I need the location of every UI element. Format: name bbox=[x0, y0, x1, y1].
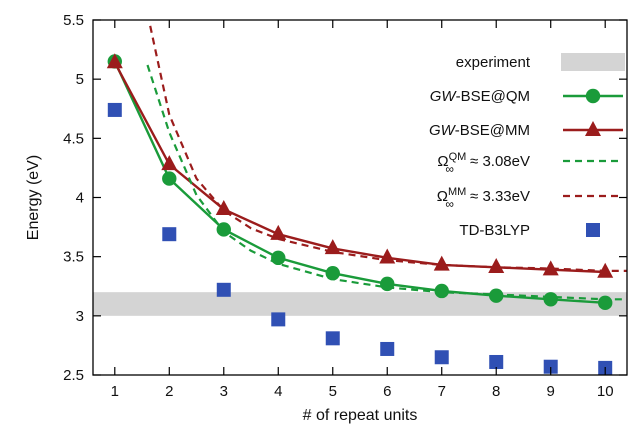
y-tick-label-5.5: 5.5 bbox=[63, 12, 84, 29]
series-td_b3lyp-point-1 bbox=[107, 102, 122, 117]
series-gw_mm-line bbox=[113, 62, 606, 274]
legend-fit_qm-label: ΩQM ∞ ≈ 3.08eV bbox=[437, 151, 530, 176]
series-gw_qm-point-9 bbox=[543, 292, 558, 307]
series-gw_qm-point-2 bbox=[162, 171, 177, 186]
series-gw_qm-point-5 bbox=[325, 266, 340, 281]
series-td_b3lyp-point-5 bbox=[325, 331, 340, 346]
series-gw_mm-point-3 bbox=[215, 200, 232, 216]
series-td_b3lyp-point-7 bbox=[434, 350, 449, 365]
y-tick-label-4: 4 bbox=[76, 190, 84, 207]
x-tick-label-10: 10 bbox=[597, 383, 614, 400]
series-fit_mm-line bbox=[149, 25, 627, 272]
plot-clipped bbox=[93, 25, 627, 375]
x-tick-label-9: 9 bbox=[547, 383, 555, 400]
x-axis-label: # of repeat units bbox=[303, 407, 418, 424]
series-td_b3lyp-point-8 bbox=[489, 354, 504, 369]
y-tick-label-3: 3 bbox=[76, 308, 84, 325]
series-gw_mm-point-9 bbox=[542, 260, 559, 276]
series-gw_mm-point-1 bbox=[106, 53, 123, 69]
series-gw_mm-point-6 bbox=[379, 248, 396, 264]
series-td_b3lyp-point-4 bbox=[271, 312, 286, 327]
x-tick-label-5: 5 bbox=[329, 383, 337, 400]
series-gw_qm-line bbox=[113, 60, 606, 304]
legend-experiment-swatch bbox=[561, 53, 625, 71]
series-gw_qm-point-10 bbox=[598, 295, 613, 311]
legend-experiment-label: experiment bbox=[456, 54, 531, 71]
series-gw_qm-point-3 bbox=[216, 222, 231, 237]
x-tick-label-7: 7 bbox=[438, 383, 446, 400]
series-gw_mm-point-4 bbox=[270, 224, 287, 240]
legend-gw_qm-marker bbox=[585, 88, 601, 104]
series-td_b3lyp-point-6 bbox=[380, 341, 395, 356]
legend: experiment GW-BSE@QM GW-BSE@MM ΩQM ∞ ≈ 3.08e… bbox=[429, 53, 625, 239]
y-axis-label: Energy (eV) bbox=[25, 155, 42, 240]
legend-gw_qm-label: GW-BSE@QM bbox=[430, 88, 530, 105]
x-tick-label-1: 1 bbox=[111, 383, 119, 400]
series-gw_qm-point-4 bbox=[271, 250, 286, 266]
series-fit_qm-line bbox=[146, 64, 627, 301]
series-td_b3lyp-point-2 bbox=[162, 227, 177, 242]
plot-frame bbox=[92, 19, 628, 376]
series-gw_mm-point-2 bbox=[161, 155, 178, 171]
x-tick-label-6: 6 bbox=[383, 383, 391, 400]
axes: 1 2 3 4 5 6 7 8 9 10 2.5 3 3.5 4 4.5 5 5.5 # of repeat un… bbox=[25, 12, 628, 424]
legend-td_b3lyp-label: TD-B3LYP bbox=[459, 222, 530, 239]
series-gw_mm-point-8 bbox=[488, 258, 505, 274]
x-tick-label-4: 4 bbox=[274, 383, 282, 400]
x-tick-label-2: 2 bbox=[165, 383, 173, 400]
x-tick-label-3: 3 bbox=[220, 383, 228, 400]
legend-gw_mm-label: GW-BSE@MM bbox=[429, 122, 530, 139]
series-gw_qm-point-8 bbox=[489, 288, 504, 303]
legend-gw_mm-marker bbox=[585, 121, 601, 136]
series-gw_mm-point-7 bbox=[433, 255, 450, 271]
y-tick-label-3.5: 3.5 bbox=[63, 249, 84, 266]
x-tick-label-8: 8 bbox=[492, 383, 500, 400]
y-tick-label-4.5: 4.5 bbox=[63, 130, 84, 147]
plot-area bbox=[93, 25, 627, 375]
y-tick-label-5: 5 bbox=[76, 71, 84, 88]
legend-fit_mm-label: ΩMM ∞ ≈ 3.33eV bbox=[437, 186, 530, 211]
series-gw_qm-point-7 bbox=[434, 283, 449, 299]
legend-td_b3lyp-marker bbox=[586, 223, 600, 237]
series-td_b3lyp-point-3 bbox=[216, 282, 231, 297]
y-tick-label-2.5: 2.5 bbox=[63, 367, 84, 384]
series-td_b3lyp-point-9 bbox=[543, 359, 558, 374]
